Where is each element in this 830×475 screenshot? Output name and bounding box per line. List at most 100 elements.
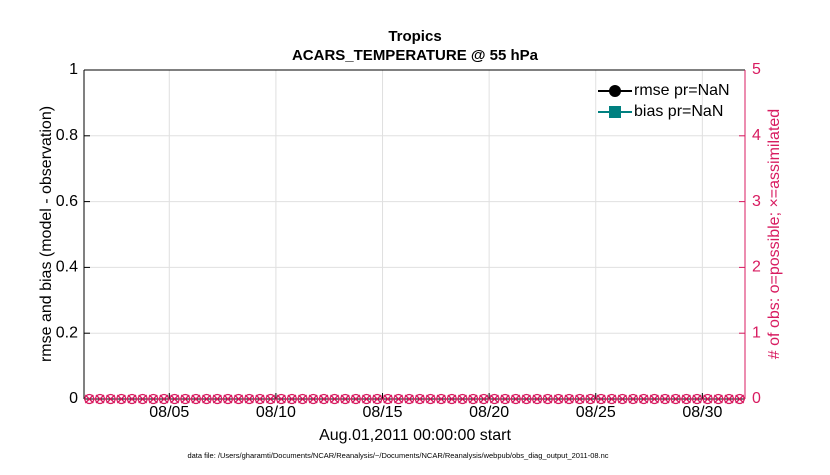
obs-assimilated-marker: [426, 394, 435, 404]
obs-possible-marker: [723, 393, 735, 405]
obs-possible-marker: [350, 393, 362, 405]
obs-assimilated-marker: [394, 394, 403, 404]
obs-possible-marker: [116, 393, 127, 405]
obs-possible-marker: [467, 393, 479, 405]
obs-assimilated-marker: [223, 394, 233, 404]
legend-label: rmse pr=NaN: [634, 82, 730, 99]
obs-possible-marker: [553, 393, 564, 405]
obs-possible-marker: [446, 393, 457, 405]
obs-possible-marker: [499, 393, 511, 405]
obs-assimilated-marker: [170, 394, 180, 404]
obs-possible-marker: [329, 393, 340, 405]
obs-possible-marker: [105, 393, 116, 405]
obs-assimilated-marker: [138, 394, 148, 404]
obs-possible-marker: [510, 393, 521, 405]
y-tick-label: 0.4: [56, 259, 78, 276]
y2-tick-label: 3: [752, 193, 761, 210]
obs-assimilated-marker: [148, 394, 158, 404]
obs-possible-marker: [244, 393, 255, 405]
obs-assimilated-marker: [607, 394, 617, 404]
obs-assimilated-marker: [575, 394, 585, 404]
x-tick-label: 08/15: [362, 404, 402, 421]
obs-possible-marker: [681, 393, 692, 405]
obs-assimilated-marker: [266, 394, 276, 404]
obs-assimilated-marker: [511, 394, 521, 404]
obs-possible-marker: [393, 393, 404, 405]
obs-possible-marker: [457, 393, 468, 405]
obs-assimilated-marker: [649, 394, 659, 404]
obs-assimilated-marker: [255, 394, 265, 404]
obs-assimilated-marker: [436, 394, 446, 404]
obs-possible-marker: [649, 393, 660, 405]
obs-assimilated-marker: [543, 394, 553, 404]
obs-assimilated-marker: [362, 394, 371, 404]
obs-assimilated-marker: [244, 394, 254, 404]
y-tick-label: 1: [69, 61, 78, 78]
obs-assimilated-marker: [564, 394, 574, 404]
obs-possible-marker: [713, 393, 724, 405]
x-tick-label: 08/05: [149, 404, 189, 421]
plot-area: [84, 70, 745, 399]
obs-assimilated-marker: [340, 394, 350, 404]
obs-possible-marker: [585, 393, 596, 405]
obs-possible-marker: [414, 393, 425, 405]
obs-assimilated-marker: [308, 394, 318, 404]
obs-possible-marker: [595, 393, 607, 405]
obs-possible-marker: [670, 393, 681, 405]
obs-possible-marker: [190, 393, 202, 405]
obs-assimilated-marker: [404, 394, 414, 404]
obs-assimilated-marker: [724, 394, 734, 404]
obs-possible-marker: [617, 393, 628, 405]
y-tick-label: 0.2: [56, 324, 78, 341]
obs-possible-marker: [201, 393, 212, 405]
obs-possible-marker: [318, 393, 330, 405]
y2-tick-label: 5: [752, 61, 761, 78]
obs-possible-marker: [361, 393, 372, 405]
obs-assimilated-marker: [383, 394, 393, 404]
obs-possible-marker: [542, 393, 553, 405]
obs-possible-marker: [297, 393, 308, 405]
obs-possible-marker: [137, 393, 148, 405]
obs-assimilated-marker: [479, 394, 489, 404]
y-axis-label: rmse and bias (model - observation): [38, 106, 55, 362]
obs-assimilated-marker: [532, 394, 542, 404]
obs-assimilated-marker: [713, 394, 723, 404]
obs-assimilated-marker: [351, 394, 361, 404]
obs-possible-marker: [404, 393, 415, 405]
obs-assimilated-marker: [585, 394, 595, 404]
obs-possible-marker: [382, 393, 393, 405]
obs-possible-marker: [478, 393, 489, 405]
obs-assimilated-marker: [735, 394, 745, 404]
obs-assimilated-marker: [447, 394, 457, 404]
obs-possible-marker: [702, 393, 713, 405]
obs-assimilated-marker: [628, 394, 638, 404]
obs-assimilated-marker: [330, 394, 339, 404]
obs-possible-marker: [126, 393, 138, 405]
obs-possible-marker: [84, 393, 95, 405]
y2-tick-label: 0: [752, 390, 761, 407]
obs-possible-marker: [659, 393, 671, 405]
obs-assimilated-marker: [681, 394, 691, 404]
obs-possible-marker: [254, 393, 266, 405]
x-tick-label: 08/25: [576, 404, 616, 421]
obs-assimilated-marker: [159, 394, 169, 404]
obs-possible-marker: [638, 393, 649, 405]
y2-tick-label: 1: [752, 324, 761, 341]
y2-tick-label: 4: [752, 127, 761, 144]
obs-possible-marker: [372, 393, 383, 405]
obs-possible-marker: [563, 393, 575, 405]
obs-assimilated-marker: [84, 394, 94, 404]
x-tick-label: 08/30: [682, 404, 722, 421]
y-tick-label: 0.8: [56, 127, 78, 144]
obs-assimilated-marker: [596, 394, 606, 404]
obs-possible-marker: [94, 393, 106, 405]
obs-assimilated-marker: [490, 394, 499, 404]
obs-assimilated-marker: [95, 394, 105, 404]
obs-assimilated-marker: [617, 394, 627, 404]
obs-assimilated-marker: [500, 394, 510, 404]
obs-assimilated-marker: [234, 394, 244, 404]
obs-assimilated-marker: [639, 394, 649, 404]
obs-assimilated-marker: [521, 394, 531, 404]
y-tick-label: 0.6: [56, 193, 78, 210]
